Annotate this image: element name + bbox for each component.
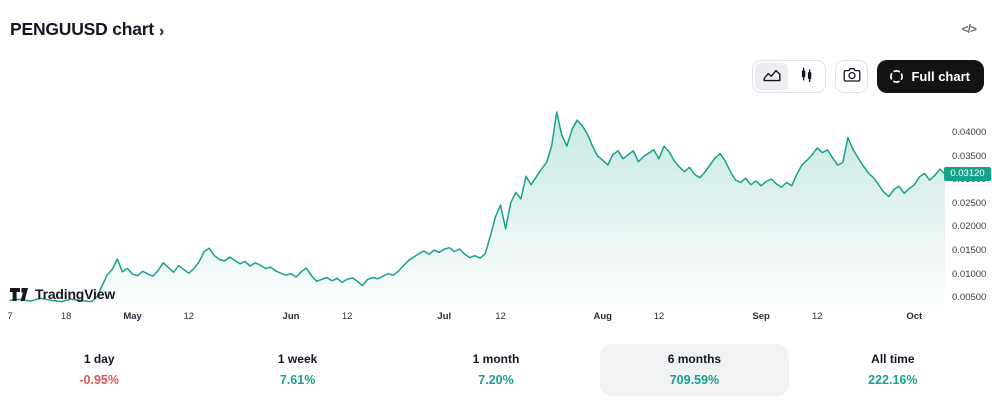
performance-stats-row: 1 day -0.95% 1 week 7.61% 1 month 7.20% 6 mont…: [0, 344, 992, 396]
y-axis-label: 0.03500: [952, 150, 987, 162]
y-axis-label: 0.02500: [952, 197, 987, 209]
current-price-badge: 0.03120: [944, 166, 991, 181]
candles-chart-style-button[interactable]: [790, 63, 823, 90]
x-axis-label: 7: [7, 311, 13, 322]
x-axis-label: Jun: [282, 311, 300, 322]
stat-label: 6 months: [667, 352, 722, 366]
x-axis: 7 18 May 12 Jun 12 Jul 12 Aug 12 Sep 12 Oct: [0, 311, 946, 325]
x-axis-label: 12: [812, 311, 823, 322]
x-axis-label: Aug: [593, 311, 612, 322]
stat-value: 7.20%: [478, 373, 514, 387]
x-axis-label: 12: [341, 311, 353, 322]
stat-label: All time: [871, 352, 915, 366]
stat-range-6-months[interactable]: 6 months 709.59%: [600, 344, 789, 396]
x-axis-label: 12: [653, 311, 665, 322]
candlestick-icon: [799, 67, 814, 86]
y-axis-label: 0.01000: [952, 268, 987, 280]
tradingview-attribution-link[interactable]: TradingView: [10, 286, 115, 302]
x-axis-label: Jul: [437, 311, 452, 322]
x-axis-label: May: [123, 311, 142, 322]
x-axis-label: 18: [60, 311, 72, 322]
y-axis-label: 0.01500: [952, 245, 987, 256]
tradingview-logo-text: TradingView: [35, 286, 116, 302]
x-axis-label: Sep: [752, 311, 770, 322]
stat-value: 709.59%: [669, 373, 720, 387]
stat-label: 1 month: [472, 352, 520, 366]
tradingview-logo-icon: [10, 287, 29, 302]
fullscreen-icon: [889, 69, 904, 84]
stat-value: 222.16%: [868, 373, 918, 387]
embed-code-icon[interactable]: </>: [958, 20, 980, 38]
stat-value: -0.95%: [79, 373, 119, 387]
stat-range-1-month[interactable]: 1 month 7.20%: [402, 344, 590, 396]
y-axis-label: 0.00500: [952, 292, 987, 304]
chart-style-toggle: [752, 60, 827, 93]
x-axis-label: 12: [495, 311, 506, 322]
x-axis-label: 12: [183, 311, 195, 322]
stat-range-all-time[interactable]: All time 222.16%: [799, 344, 987, 396]
y-axis-label: 0.04000: [952, 126, 987, 138]
header: PENGUUSD chart › </>: [10, 16, 980, 42]
full-chart-button[interactable]: Full chart: [877, 60, 984, 93]
chart-toolbar: Full chart: [752, 60, 984, 93]
stat-label: 1 day: [83, 352, 115, 366]
x-axis-label: Oct: [906, 311, 923, 322]
y-axis-label: 0.02000: [952, 221, 987, 233]
price-chart[interactable]: [0, 95, 946, 310]
full-chart-label: Full chart: [911, 69, 970, 84]
chart-area-fill: [10, 112, 945, 310]
area-chart-style-button[interactable]: [755, 63, 789, 90]
chart-price-line: [9, 111, 946, 303]
stat-value: 7.61%: [279, 373, 316, 387]
camera-icon: [843, 67, 861, 86]
snapshot-button[interactable]: [835, 60, 869, 93]
page-title: PENGUUSD chart: [10, 18, 155, 39]
stat-range-1-day[interactable]: 1 day -0.95%: [5, 344, 193, 396]
stat-label: 1 week: [277, 352, 318, 366]
chart-area: 0.040000.035000.030000.025000.020000.015…: [0, 95, 992, 310]
chevron-right-icon: ›: [159, 22, 165, 40]
stat-range-1-week[interactable]: 1 week 7.61%: [203, 344, 391, 396]
area-chart-icon: [763, 68, 781, 85]
symbol-chart-link[interactable]: PENGUUSD chart ›: [10, 19, 164, 40]
